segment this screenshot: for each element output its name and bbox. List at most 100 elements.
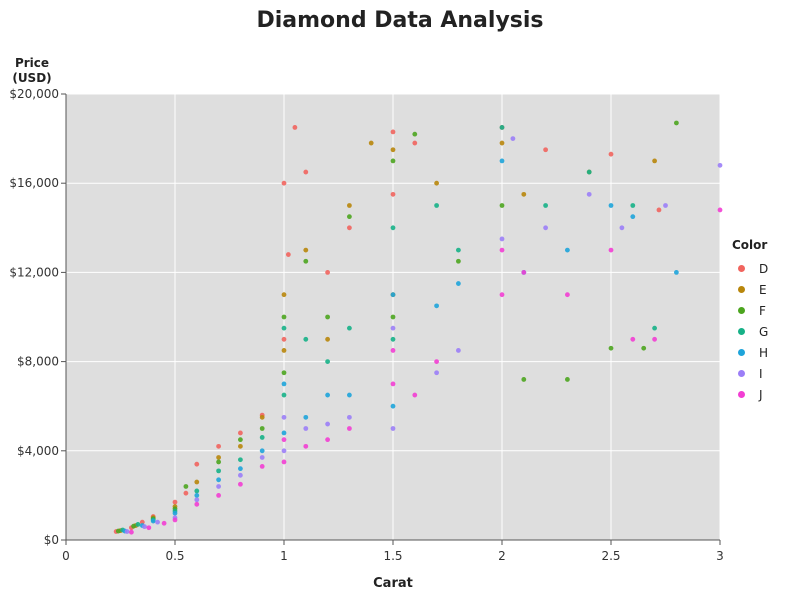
- data-point-e: [434, 180, 439, 186]
- data-point-g: [499, 125, 505, 130]
- x-tick-label: 3: [716, 549, 724, 563]
- data-point-f: [674, 120, 679, 126]
- chart-title: Diamond Data Analysis: [256, 8, 544, 33]
- data-point-g: [630, 203, 636, 208]
- data-point-f: [412, 131, 418, 137]
- data-point-e: [281, 292, 287, 298]
- data-point-h: [281, 430, 287, 436]
- data-point-f: [238, 437, 243, 443]
- y-axis-label: Price (USD): [4, 56, 60, 86]
- data-point-e: [325, 336, 330, 342]
- data-point-f: [608, 345, 614, 351]
- data-point-i: [281, 414, 287, 420]
- data-point-j: [216, 493, 222, 498]
- legend-label: H: [759, 345, 769, 360]
- data-point-f: [115, 528, 121, 534]
- data-point-i: [281, 448, 287, 454]
- data-point-d: [347, 225, 352, 231]
- y-tick-label: $0: [44, 533, 59, 547]
- data-point-j: [390, 381, 396, 387]
- data-point-j: [238, 481, 243, 487]
- data-point-e: [281, 348, 287, 353]
- data-point-g: [216, 468, 222, 474]
- data-point-j: [717, 207, 723, 213]
- data-point-i: [543, 225, 548, 231]
- data-point-f: [281, 370, 287, 376]
- legend-label: G: [759, 324, 769, 339]
- data-point-g: [135, 521, 141, 527]
- data-point-h: [390, 292, 396, 298]
- legend-swatch: [738, 265, 745, 272]
- legend-label: E: [759, 282, 767, 297]
- data-point-j: [499, 292, 505, 298]
- y-tick-label: $4,000: [17, 444, 59, 458]
- data-point-h: [499, 158, 505, 164]
- data-point-j: [347, 426, 352, 431]
- legend-item-h: H: [732, 342, 798, 363]
- data-point-f: [259, 426, 265, 431]
- data-point-h: [674, 270, 679, 275]
- data-point-i: [510, 136, 516, 142]
- data-point-d: [608, 151, 614, 157]
- data-point-i: [124, 529, 130, 534]
- data-point-f: [499, 203, 505, 208]
- data-point-j: [565, 292, 570, 298]
- data-point-h: [259, 448, 265, 454]
- data-point-g: [456, 247, 461, 253]
- data-point-e: [499, 140, 505, 146]
- data-point-j: [129, 529, 134, 535]
- legend-label: D: [759, 261, 769, 276]
- data-point-h: [434, 303, 439, 309]
- legend-label: I: [759, 366, 763, 381]
- legend-swatch: [738, 391, 745, 398]
- data-point-i: [434, 370, 439, 376]
- legend-swatch: [738, 307, 745, 314]
- data-point-d: [216, 443, 222, 449]
- legend-item-i: I: [732, 363, 798, 384]
- data-point-j: [652, 336, 657, 342]
- y-tick-label: $16,000: [9, 176, 59, 190]
- data-point-d: [412, 140, 418, 146]
- data-point-i: [155, 519, 160, 525]
- data-point-e: [238, 443, 243, 449]
- data-point-g: [194, 488, 200, 494]
- data-point-i: [216, 484, 222, 489]
- data-point-d: [139, 519, 145, 525]
- data-point-d: [325, 270, 330, 275]
- data-point-f: [303, 258, 309, 264]
- legend-item-d: D: [732, 258, 798, 279]
- legend-item-e: E: [732, 279, 798, 300]
- data-point-g: [586, 169, 592, 175]
- x-tick-label: 2: [498, 549, 506, 563]
- data-point-f: [183, 484, 189, 489]
- data-point-f: [456, 258, 461, 264]
- data-point-h: [216, 477, 222, 483]
- data-point-i: [142, 524, 147, 530]
- y-axis-label-line-2: (USD): [12, 71, 52, 85]
- data-point-f: [131, 523, 136, 529]
- data-point-e: [259, 414, 265, 420]
- data-point-d: [543, 147, 548, 153]
- data-point-e: [368, 140, 374, 146]
- data-point-h: [150, 518, 156, 524]
- data-point-e: [194, 479, 200, 485]
- data-point-j: [194, 501, 200, 507]
- data-point-g: [281, 325, 287, 331]
- data-point-i: [717, 162, 723, 168]
- data-point-e: [652, 158, 657, 164]
- data-point-j: [303, 443, 309, 449]
- legend-item-f: F: [732, 300, 798, 321]
- data-point-h: [347, 392, 352, 398]
- legend-swatch: [738, 328, 745, 335]
- data-point-f: [347, 214, 352, 220]
- data-point-g: [434, 203, 439, 208]
- data-point-j: [161, 520, 167, 526]
- data-point-e: [216, 455, 222, 460]
- data-point-d: [292, 125, 298, 130]
- data-point-i: [303, 426, 309, 431]
- legend-item-g: G: [732, 321, 798, 342]
- legend-swatch: [738, 370, 745, 377]
- data-point-j: [281, 459, 287, 465]
